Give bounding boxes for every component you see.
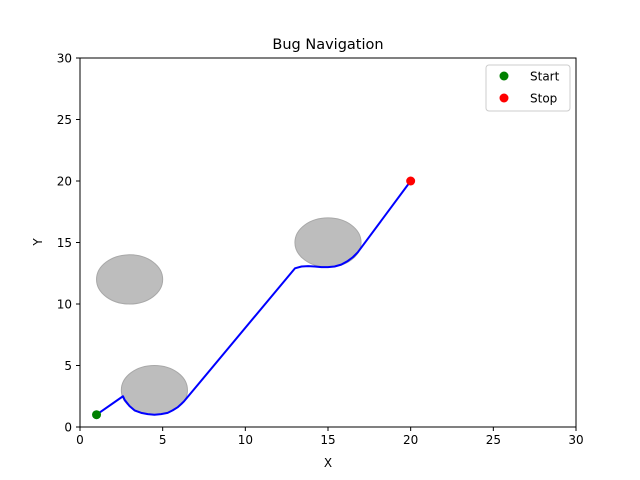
chart-title: Bug Navigation bbox=[272, 37, 383, 53]
x-tick-label: 25 bbox=[486, 433, 501, 447]
x-tick-label: 0 bbox=[76, 433, 84, 447]
robot-path-line bbox=[95, 180, 412, 416]
y-tick-label: 10 bbox=[57, 298, 72, 312]
plot-area bbox=[92, 176, 416, 420]
x-tick-label: 20 bbox=[403, 433, 418, 447]
x-axis-ticks: 0 5 10 15 20 25 30 bbox=[76, 427, 584, 447]
y-tick-label: 25 bbox=[57, 113, 72, 127]
y-tick-label: 15 bbox=[57, 236, 72, 250]
legend-marker-start bbox=[499, 71, 509, 81]
x-tick-label: 5 bbox=[159, 433, 167, 447]
y-tick-label: 30 bbox=[57, 52, 72, 66]
legend-label-stop: Stop bbox=[530, 92, 557, 106]
x-tick-label: 30 bbox=[568, 433, 583, 447]
start-point bbox=[92, 410, 102, 420]
y-axis-ticks: 0 5 10 15 20 25 30 bbox=[57, 52, 80, 435]
y-tick-label: 0 bbox=[64, 421, 72, 435]
x-tick-label: 15 bbox=[320, 433, 335, 447]
legend: Start Stop bbox=[485, 64, 571, 112]
legend-marker-stop bbox=[499, 93, 509, 103]
x-tick-label: 10 bbox=[238, 433, 253, 447]
legend-label-start: Start bbox=[530, 70, 560, 84]
stop-point bbox=[406, 176, 416, 186]
y-tick-label: 20 bbox=[57, 175, 72, 189]
obstacle-1 bbox=[96, 254, 164, 305]
y-tick-label: 5 bbox=[64, 359, 72, 373]
y-axis-label: Y bbox=[31, 238, 45, 247]
x-axis-label: X bbox=[324, 456, 332, 470]
